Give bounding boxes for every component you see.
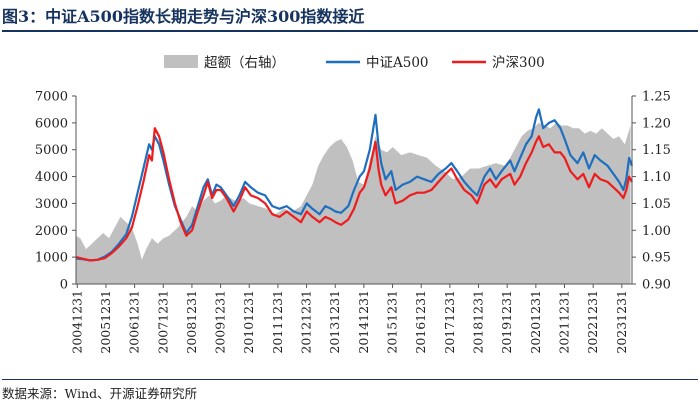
legend-item-csi-a500: 中证A500 <box>366 55 429 71</box>
x-tick-label: 20181231 <box>471 290 486 354</box>
x-tick-label: 20071231 <box>155 290 170 354</box>
y-left-tick-label: 5000 <box>35 143 68 158</box>
x-tick-label: 20081231 <box>184 290 199 354</box>
x-tick-label: 20201231 <box>528 290 543 354</box>
data-source-note: 数据来源：Wind、开源证券研究所 <box>2 379 698 402</box>
x-tick-label: 20111231 <box>270 290 285 354</box>
x-tick-label: 20231231 <box>614 290 629 354</box>
y-right-tick-label: 1.20 <box>642 116 671 131</box>
series-area-excess <box>76 122 631 285</box>
axes-layer: 0 1000 2000 3000 4000 5000 6000 7000 0.90 0.95 1.0… <box>35 90 671 354</box>
x-tick-label: 20161231 <box>413 290 428 354</box>
chart-title: 图3：中证A500指数长期走势与沪深300指数接近 <box>2 4 698 32</box>
x-tick-label: 20041231 <box>69 290 84 354</box>
line-chart: 0 1000 2000 3000 4000 5000 6000 7000 0.90 0.95 1.0… <box>35 55 671 354</box>
x-tick-label: 20051231 <box>98 290 113 354</box>
y-left-tick-label: 0 <box>60 278 68 293</box>
x-tick-label: 20141231 <box>356 290 371 354</box>
x-tick-label: 20191231 <box>499 290 514 354</box>
y-right-tick-label: 1.00 <box>642 224 671 239</box>
y-right-tick-label: 1.25 <box>642 90 671 105</box>
y-right-tick-label: 1.15 <box>642 143 671 158</box>
y-left-tick-label: 2000 <box>35 224 68 239</box>
legend: 超额（右轴） 中证A500 沪深300 <box>164 55 545 71</box>
series-line-csi300 <box>75 127 633 262</box>
y-right-tick-label: 1.10 <box>642 170 671 185</box>
series-lines-layer <box>75 108 634 262</box>
y-right-tick-label: 0.90 <box>642 278 671 293</box>
x-tick-label: 20091231 <box>213 290 228 354</box>
y-left-tick-label: 6000 <box>35 116 68 131</box>
legend-swatch-excess <box>164 55 198 68</box>
x-tick-label: 20171231 <box>442 290 457 354</box>
x-tick-label: 20121231 <box>299 290 314 354</box>
y-right-tick-label: 1.05 <box>642 197 671 212</box>
x-tick-label: 20211231 <box>557 290 572 354</box>
y-left-tick-label: 1000 <box>35 251 68 266</box>
excess-area-layer <box>76 122 631 285</box>
x-tick-label: 20151231 <box>385 290 400 354</box>
legend-item-excess: 超额（右轴） <box>204 55 285 71</box>
y-left-tick-label: 3000 <box>35 197 68 212</box>
x-tick-label: 20131231 <box>327 290 342 354</box>
y-left-tick-label: 4000 <box>35 170 68 185</box>
legend-item-csi300: 沪深300 <box>492 55 545 71</box>
x-tick-label: 20061231 <box>127 290 142 354</box>
y-left-tick-label: 7000 <box>35 90 68 105</box>
x-tick-label: 20221231 <box>585 290 600 354</box>
x-tick-label: 20101231 <box>241 290 256 354</box>
y-right-tick-label: 0.95 <box>642 251 671 266</box>
